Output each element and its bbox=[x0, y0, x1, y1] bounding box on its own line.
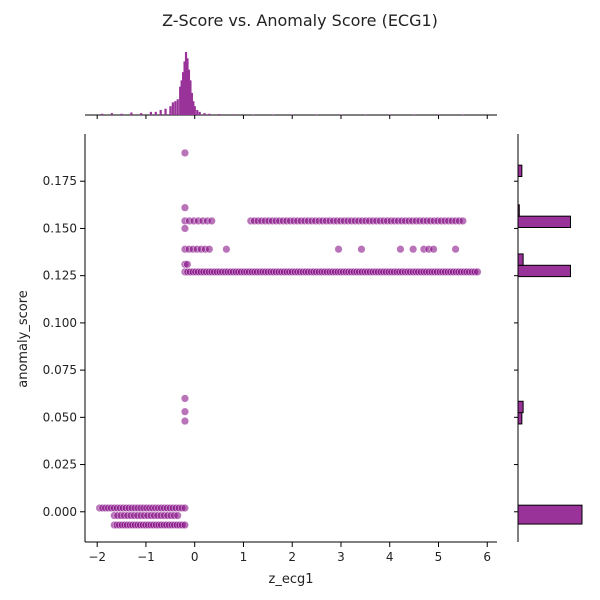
top-hist-bar bbox=[130, 112, 133, 115]
top-hist-bar bbox=[413, 114, 416, 115]
top-hist-bar bbox=[208, 113, 211, 115]
top-hist-bar bbox=[339, 114, 343, 115]
top-hist-bar bbox=[182, 72, 185, 115]
y-tick-label: 0.150 bbox=[43, 221, 77, 235]
x-tick-label: 5 bbox=[435, 550, 443, 564]
scatter-point bbox=[429, 245, 438, 254]
top-hist-bar bbox=[189, 80, 192, 115]
right-hist-bar bbox=[517, 400, 524, 414]
top-hist-bar bbox=[159, 109, 162, 115]
x-tick-label: 2 bbox=[288, 550, 296, 564]
right-hist-bar bbox=[517, 204, 520, 217]
top-hist-bar bbox=[198, 111, 201, 115]
top-hist-bar bbox=[169, 106, 172, 115]
top-hist-bar bbox=[315, 114, 318, 115]
x-tick-label: 3 bbox=[337, 550, 345, 564]
scatter-point bbox=[205, 245, 214, 254]
scatter-point bbox=[173, 511, 182, 520]
y-tick-label: 0.175 bbox=[43, 174, 77, 188]
top-hist-bar bbox=[192, 101, 195, 115]
scatter-point bbox=[409, 245, 418, 254]
x-tick-label: 1 bbox=[240, 550, 248, 564]
y-tick-label: 0.125 bbox=[43, 269, 77, 283]
x-axis-label: z_ecg1 bbox=[269, 572, 314, 587]
y-axis-label: anomaly_score bbox=[16, 290, 31, 388]
top-hist-bar bbox=[232, 114, 235, 115]
scatter-point bbox=[222, 245, 231, 254]
scatter-point bbox=[180, 203, 189, 212]
top-hist-bar bbox=[252, 114, 255, 115]
top-hist-bar bbox=[271, 114, 274, 115]
top-hist-bar bbox=[183, 61, 186, 115]
top-hist-bar bbox=[154, 111, 157, 115]
top-hist-bar bbox=[164, 108, 167, 115]
right-hist-bar bbox=[517, 412, 523, 425]
top-hist-bar bbox=[190, 92, 193, 115]
top-hist-bar bbox=[218, 114, 221, 115]
top-hist-bar bbox=[364, 114, 367, 115]
scatter-points bbox=[95, 148, 482, 530]
y-tick-label: 0.100 bbox=[43, 316, 77, 330]
top-hist-bar bbox=[171, 102, 174, 115]
y-tick-label: 0.050 bbox=[43, 410, 77, 424]
top-hist-bar bbox=[388, 114, 391, 115]
scatter-point bbox=[180, 417, 189, 426]
scatter-point bbox=[458, 216, 467, 225]
right-hist-bar bbox=[517, 164, 523, 177]
scatter-point bbox=[183, 260, 192, 269]
top-hist-bar bbox=[203, 113, 206, 115]
scatter-point bbox=[357, 245, 366, 254]
top-hist-bar bbox=[187, 69, 191, 115]
scatter-point bbox=[180, 394, 189, 403]
top-marginal-histogram bbox=[85, 52, 497, 119]
right-hist-bar bbox=[517, 504, 583, 525]
scatter-point bbox=[451, 245, 460, 254]
y-tick-label: 0.025 bbox=[43, 458, 77, 472]
y-tick-label: 0.000 bbox=[43, 505, 77, 519]
x-tick-label: 0 bbox=[191, 550, 199, 564]
main-axes: −2 −1 0 1 2 3 4 5 6 0.000 0.025 0.050 0.075 0.100 0.12… bbox=[43, 134, 497, 564]
top-hist-bar bbox=[461, 114, 465, 115]
scatter-point bbox=[180, 148, 189, 157]
top-hist-bar bbox=[176, 99, 179, 115]
scatter-point bbox=[473, 267, 482, 276]
top-hist-bar bbox=[110, 113, 114, 115]
scatter-point bbox=[396, 245, 405, 254]
top-hist-bar bbox=[291, 114, 294, 115]
top-hist-bar bbox=[196, 109, 199, 115]
scatter-point bbox=[207, 216, 216, 225]
right-hist-bar bbox=[517, 253, 524, 266]
y-tick-label: 0.075 bbox=[43, 363, 77, 377]
scatter-point bbox=[334, 245, 343, 254]
top-hist-bar bbox=[193, 106, 196, 115]
top-hist-bar bbox=[140, 113, 143, 115]
right-marginal-histogram bbox=[514, 134, 583, 542]
scatter-point bbox=[180, 521, 189, 530]
top-hist-bar bbox=[101, 113, 104, 115]
chart-title: Z-Score vs. Anomaly Score (ECG1) bbox=[162, 11, 438, 30]
top-hist-bar bbox=[149, 111, 153, 115]
top-hist-bar bbox=[174, 101, 177, 115]
top-hist-bar bbox=[180, 80, 183, 115]
scatter-point bbox=[180, 224, 189, 233]
x-tick-label: 6 bbox=[483, 550, 491, 564]
x-tick-label: −2 bbox=[88, 550, 106, 564]
top-hist-bar bbox=[186, 58, 189, 115]
top-hist-bar bbox=[437, 114, 440, 115]
scatter-point bbox=[180, 407, 189, 416]
right-hist-bar bbox=[517, 215, 571, 228]
top-hist-bar bbox=[120, 113, 123, 115]
top-hist-bar bbox=[184, 52, 188, 115]
top-hist-bar bbox=[179, 86, 182, 115]
right-hist-bar bbox=[517, 264, 571, 278]
scatter-point bbox=[180, 504, 189, 513]
x-tick-label: −1 bbox=[137, 550, 155, 564]
x-tick-label: 4 bbox=[386, 550, 394, 564]
